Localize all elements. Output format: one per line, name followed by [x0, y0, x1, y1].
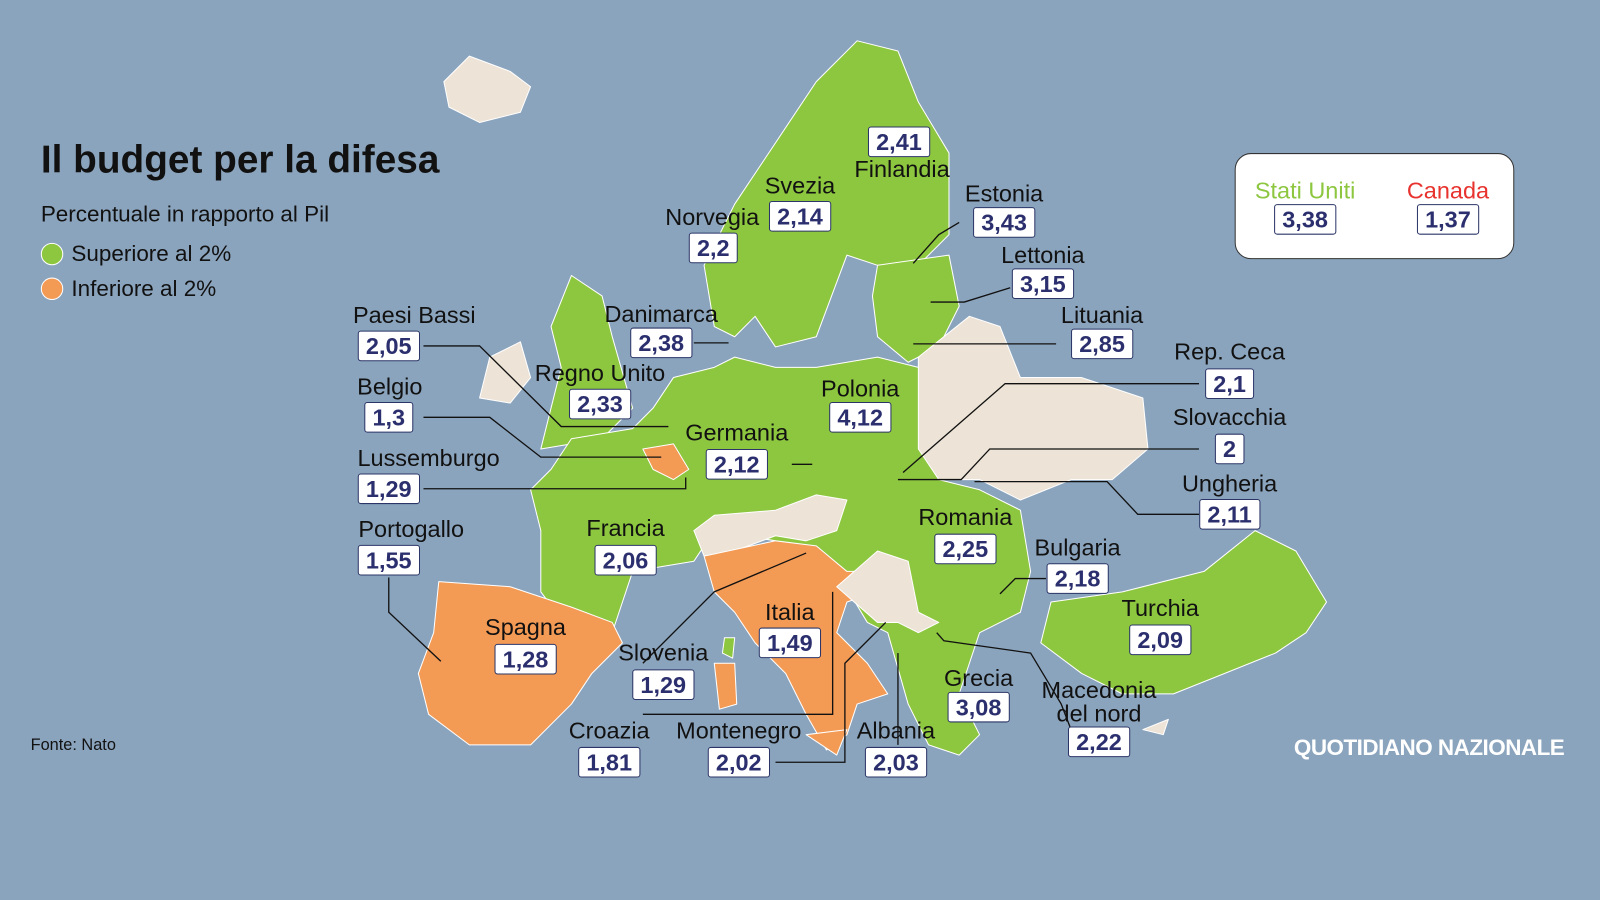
country-value: 2,09	[1129, 624, 1192, 656]
country-value: 1,29	[632, 669, 695, 700]
balkans	[836, 550, 940, 634]
legend-dot	[40, 242, 64, 266]
country-name: Finlandia	[854, 155, 950, 183]
subtitle: Percentuale in rapporto al Pil	[40, 201, 330, 227]
country-value: 2	[1214, 433, 1245, 465]
country-name: Slovenia	[618, 639, 709, 666]
country-value: 2,03	[864, 746, 927, 778]
country-name: Regno Unito	[534, 359, 666, 387]
country-value: 2,38	[630, 327, 693, 359]
legend-label: Superiore al 2%	[71, 240, 232, 267]
country-value: 1,29	[357, 473, 420, 505]
country-value: 2,12	[705, 448, 768, 480]
country-name: Belgio	[357, 372, 423, 400]
country-value: 3,15	[1011, 268, 1074, 299]
country-value: 2,2	[688, 232, 738, 264]
country-name: Italia	[764, 598, 815, 625]
source: Fonte: Nato	[30, 736, 116, 755]
country-name: Danimarca	[604, 300, 718, 328]
country-name: Svezia	[764, 171, 836, 199]
country-name: Lituania	[1060, 301, 1144, 329]
country-value: 2,25	[934, 533, 997, 565]
sicily	[805, 729, 848, 756]
country-value: 2,18	[1046, 563, 1109, 594]
ireland	[479, 341, 532, 404]
country-value: 2,14	[768, 201, 831, 232]
inset-value: 3,38	[1274, 204, 1337, 235]
country-value: 1,55	[357, 544, 420, 576]
country-value: 2,85	[1071, 328, 1134, 360]
country-name: Lettonia	[1001, 241, 1085, 268]
country-name: Slovacchia	[1172, 403, 1287, 431]
country-value: 2,02	[707, 746, 770, 778]
country-name: Albania	[856, 716, 936, 744]
country-name: Bulgaria	[1034, 534, 1121, 561]
country-value: 2,33	[568, 388, 631, 420]
legend-item: Superiore al 2%	[40, 240, 232, 268]
legend-item: Inferiore al 2%	[40, 275, 217, 303]
legend-dot	[40, 277, 64, 300]
country-value: 2,1	[1205, 368, 1255, 399]
country-name: Macedonia del nord	[1041, 676, 1157, 727]
country-name: Romania	[918, 503, 1013, 531]
country-value: 2,11	[1199, 498, 1260, 530]
corsica	[721, 637, 736, 659]
country-name: Germania	[685, 418, 789, 446]
country-value: 2,22	[1067, 726, 1130, 758]
country-value: 3,43	[973, 207, 1036, 238]
country-value: 4,12	[829, 402, 892, 433]
sardinia	[713, 662, 738, 710]
country-name: Portogallo	[358, 515, 465, 543]
country-name: Ungheria	[1181, 469, 1278, 497]
title: Il budget per la difesa	[40, 138, 440, 182]
brand: QUOTIDIANO NAZIONALE	[1293, 734, 1565, 761]
leader-lines	[388, 221, 1199, 763]
belgium	[642, 443, 690, 481]
country-value: 2,06	[594, 544, 657, 576]
inset-name: Stati Uniti	[1254, 177, 1356, 204]
legend-label: Inferiore al 2%	[71, 275, 217, 302]
country-name: Rep. Ceca	[1174, 338, 1286, 365]
scandinavia	[703, 40, 950, 348]
iceland	[443, 55, 532, 123]
country-value: 1,3	[364, 402, 414, 433]
country-name: Francia	[586, 514, 665, 542]
country-value: 2,41	[867, 126, 930, 158]
country-value: 3,08	[947, 691, 1010, 723]
country-value: 2,05	[357, 330, 420, 362]
country-name: Croazia	[568, 716, 650, 744]
country-name: Turchia	[1121, 594, 1199, 621]
turkey	[1040, 530, 1328, 695]
country-value: 1,28	[494, 643, 557, 675]
inset-name: Canada	[1406, 177, 1490, 204]
country-name: Polonia	[821, 374, 900, 402]
country-name: Montenegro	[676, 716, 802, 744]
inset-value: 1,37	[1416, 204, 1479, 235]
country-name: Estonia	[964, 180, 1044, 207]
country-name: Spagna	[485, 613, 566, 641]
country-name: Paesi Bassi	[352, 301, 476, 329]
country-value: 1,81	[578, 746, 641, 778]
country-name: Norvegia	[665, 203, 760, 231]
country-value: 1,49	[758, 627, 821, 659]
cyprus	[1142, 718, 1169, 736]
country-name: Lussemburgo	[357, 444, 500, 471]
country-name: Grecia	[943, 664, 1014, 692]
north-america-box: Stati Uniti 3,38 Canada 1,37	[1234, 153, 1515, 260]
